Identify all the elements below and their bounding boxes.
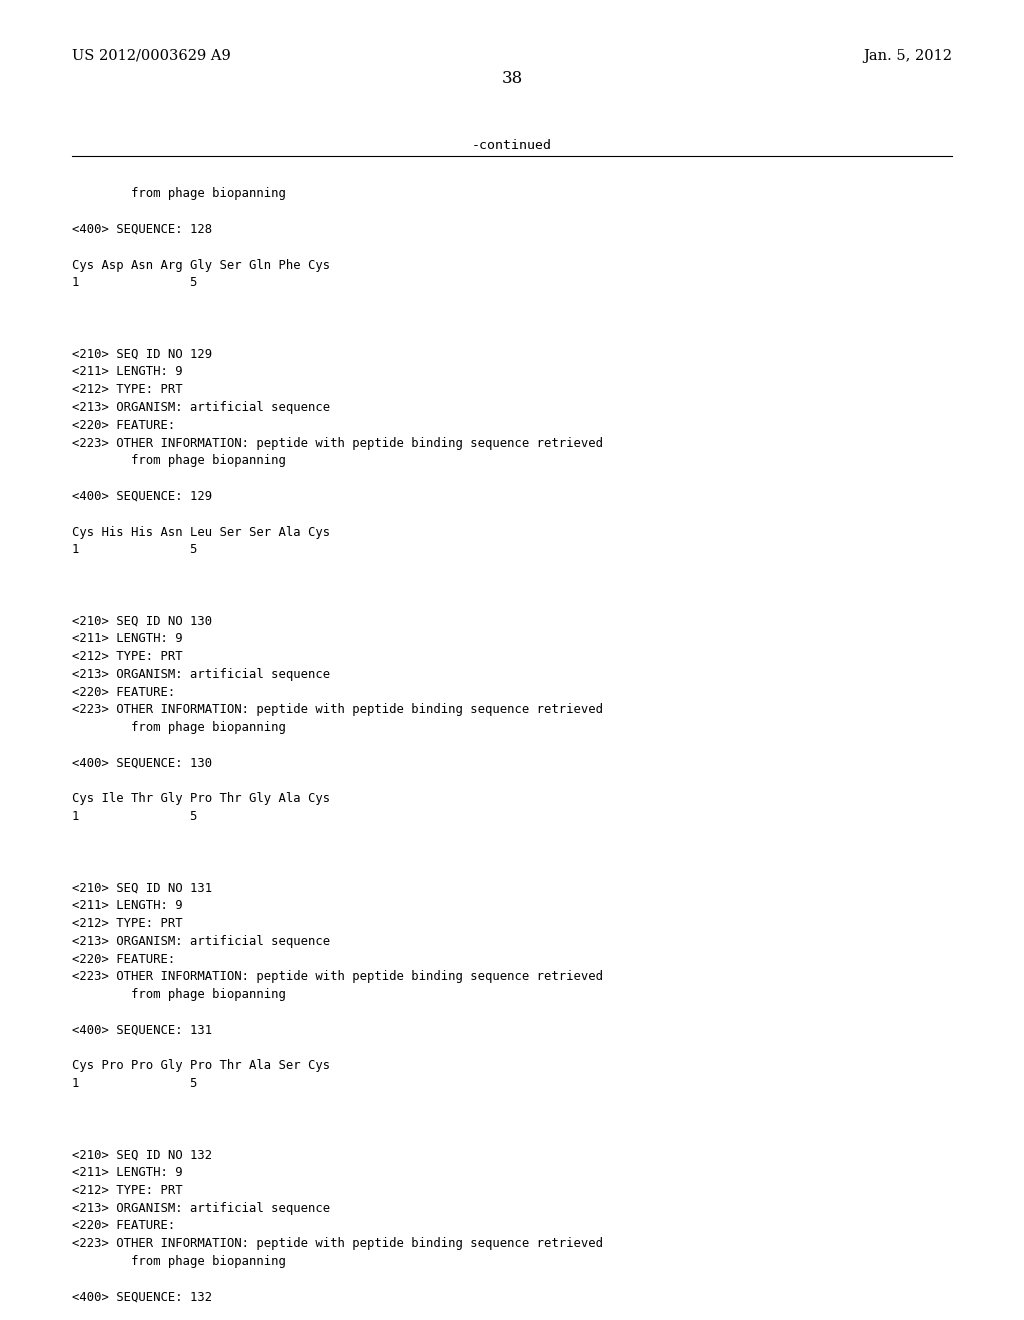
Text: from phage biopanning: from phage biopanning xyxy=(72,1255,286,1269)
Text: <212> TYPE: PRT: <212> TYPE: PRT xyxy=(72,649,182,663)
Text: <211> LENGTH: 9: <211> LENGTH: 9 xyxy=(72,1166,182,1179)
Text: <210> SEQ ID NO 130: <210> SEQ ID NO 130 xyxy=(72,615,212,627)
Text: <400> SEQUENCE: 130: <400> SEQUENCE: 130 xyxy=(72,756,212,770)
Text: 38: 38 xyxy=(502,70,522,87)
Text: <223> OTHER INFORMATION: peptide with peptide binding sequence retrieved: <223> OTHER INFORMATION: peptide with pe… xyxy=(72,970,603,983)
Text: <210> SEQ ID NO 132: <210> SEQ ID NO 132 xyxy=(72,1148,212,1162)
Text: <212> TYPE: PRT: <212> TYPE: PRT xyxy=(72,383,182,396)
Text: 1               5: 1 5 xyxy=(72,544,198,556)
Text: 1               5: 1 5 xyxy=(72,810,198,824)
Text: Cys His His Asn Leu Ser Ser Ala Cys: Cys His His Asn Leu Ser Ser Ala Cys xyxy=(72,525,330,539)
Text: <400> SEQUENCE: 131: <400> SEQUENCE: 131 xyxy=(72,1024,212,1036)
Text: <212> TYPE: PRT: <212> TYPE: PRT xyxy=(72,1184,182,1197)
Text: <213> ORGANISM: artificial sequence: <213> ORGANISM: artificial sequence xyxy=(72,1201,330,1214)
Text: <213> ORGANISM: artificial sequence: <213> ORGANISM: artificial sequence xyxy=(72,668,330,681)
Text: <210> SEQ ID NO 131: <210> SEQ ID NO 131 xyxy=(72,882,212,895)
Text: 1               5: 1 5 xyxy=(72,1077,198,1090)
Text: <220> FEATURE:: <220> FEATURE: xyxy=(72,953,175,965)
Text: US 2012/0003629 A9: US 2012/0003629 A9 xyxy=(72,49,230,63)
Text: Cys Asp Asn Arg Gly Ser Gln Phe Cys: Cys Asp Asn Arg Gly Ser Gln Phe Cys xyxy=(72,259,330,272)
Text: <210> SEQ ID NO 129: <210> SEQ ID NO 129 xyxy=(72,347,212,360)
Text: <211> LENGTH: 9: <211> LENGTH: 9 xyxy=(72,899,182,912)
Text: <223> OTHER INFORMATION: peptide with peptide binding sequence retrieved: <223> OTHER INFORMATION: peptide with pe… xyxy=(72,704,603,717)
Text: Cys Ile Thr Gly Pro Thr Gly Ala Cys: Cys Ile Thr Gly Pro Thr Gly Ala Cys xyxy=(72,792,330,805)
Text: <212> TYPE: PRT: <212> TYPE: PRT xyxy=(72,917,182,931)
Text: <400> SEQUENCE: 128: <400> SEQUENCE: 128 xyxy=(72,223,212,236)
Text: Jan. 5, 2012: Jan. 5, 2012 xyxy=(863,49,952,63)
Text: <220> FEATURE:: <220> FEATURE: xyxy=(72,685,175,698)
Text: from phage biopanning: from phage biopanning xyxy=(72,187,286,201)
Text: Cys Pro Pro Gly Pro Thr Ala Ser Cys: Cys Pro Pro Gly Pro Thr Ala Ser Cys xyxy=(72,1060,330,1072)
Text: <213> ORGANISM: artificial sequence: <213> ORGANISM: artificial sequence xyxy=(72,935,330,948)
Text: from phage biopanning: from phage biopanning xyxy=(72,989,286,1001)
Text: 1               5: 1 5 xyxy=(72,276,198,289)
Text: <211> LENGTH: 9: <211> LENGTH: 9 xyxy=(72,632,182,645)
Text: <211> LENGTH: 9: <211> LENGTH: 9 xyxy=(72,366,182,379)
Text: <223> OTHER INFORMATION: peptide with peptide binding sequence retrieved: <223> OTHER INFORMATION: peptide with pe… xyxy=(72,1237,603,1250)
Text: -continued: -continued xyxy=(472,139,552,152)
Text: <223> OTHER INFORMATION: peptide with peptide binding sequence retrieved: <223> OTHER INFORMATION: peptide with pe… xyxy=(72,437,603,450)
Text: <400> SEQUENCE: 129: <400> SEQUENCE: 129 xyxy=(72,490,212,503)
Text: from phage biopanning: from phage biopanning xyxy=(72,454,286,467)
Text: from phage biopanning: from phage biopanning xyxy=(72,721,286,734)
Text: <400> SEQUENCE: 132: <400> SEQUENCE: 132 xyxy=(72,1291,212,1304)
Text: <220> FEATURE:: <220> FEATURE: xyxy=(72,1220,175,1233)
Text: <213> ORGANISM: artificial sequence: <213> ORGANISM: artificial sequence xyxy=(72,401,330,414)
Text: <220> FEATURE:: <220> FEATURE: xyxy=(72,418,175,432)
